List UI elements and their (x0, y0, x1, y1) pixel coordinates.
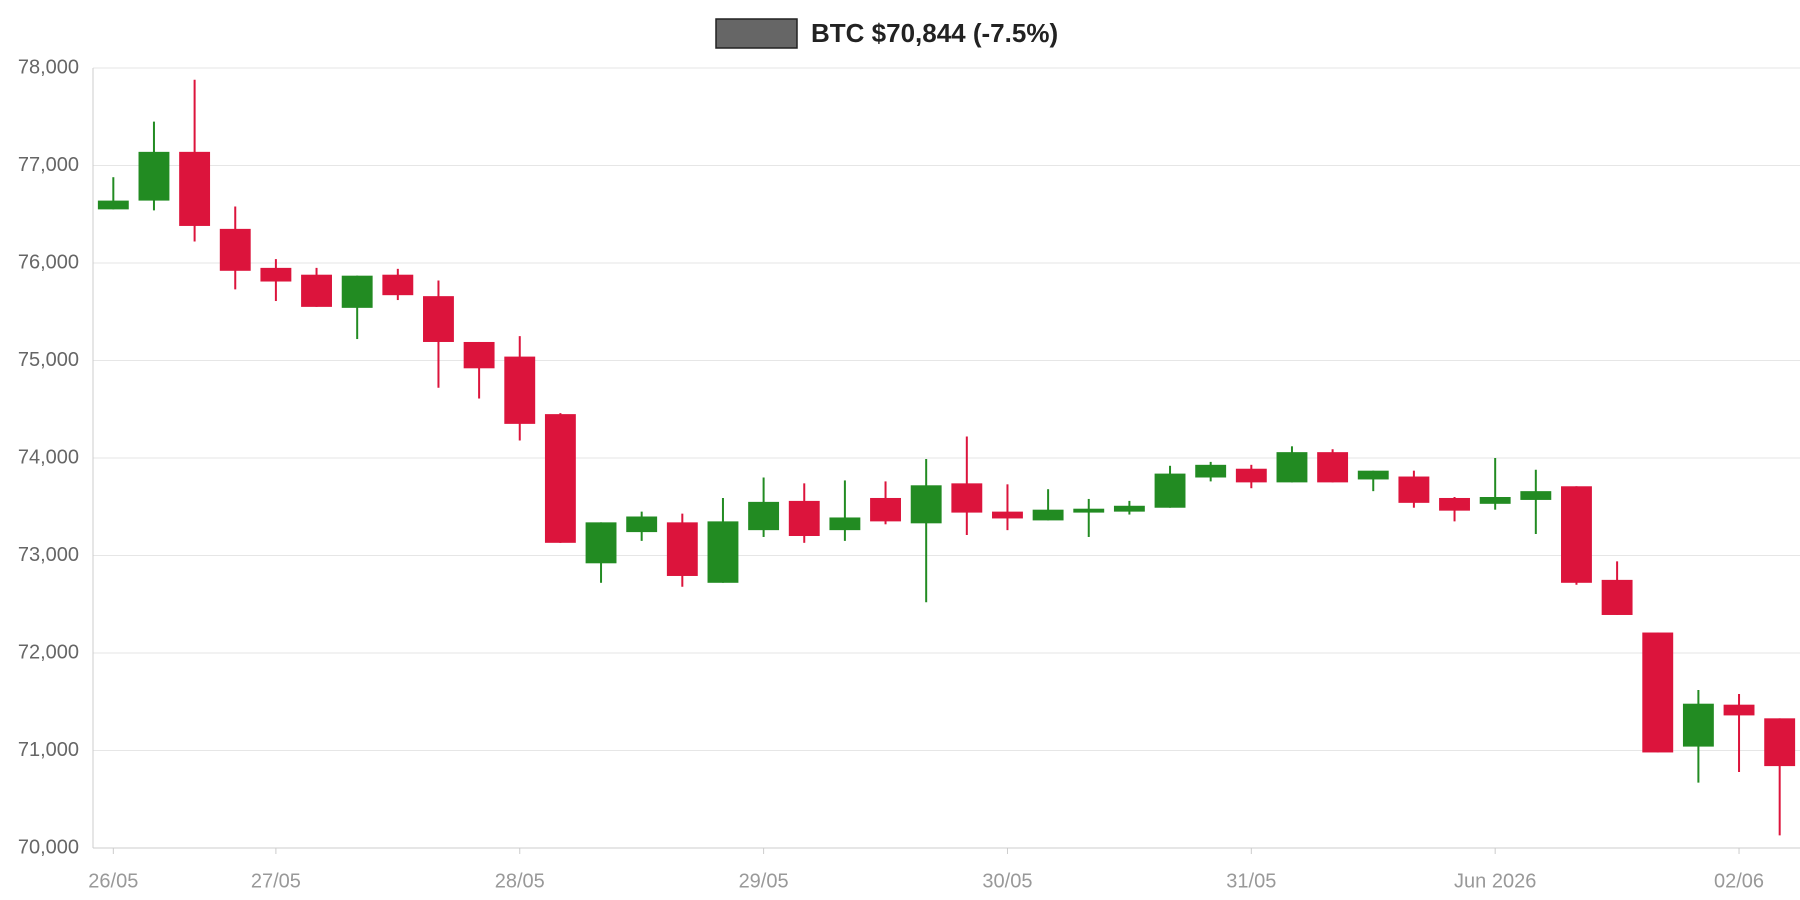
candle-body (301, 274, 332, 307)
y-tick-label: 73,000 (18, 544, 79, 566)
x-tick-label: 28/05 (495, 870, 545, 892)
y-tick-label: 72,000 (18, 641, 79, 663)
y-tick-label: 76,000 (18, 251, 79, 273)
legend-swatch (715, 18, 798, 49)
legend-label: BTC $70,844 (-7.5%) (811, 18, 1058, 48)
candle-body (870, 497, 901, 522)
x-tick-label: 27/05 (251, 870, 301, 892)
y-tick-label: 77,000 (18, 154, 79, 176)
candle-body (1764, 718, 1796, 767)
x-tick-label: 26/05 (88, 870, 138, 892)
candle-body (179, 151, 211, 226)
candle-body (382, 274, 414, 296)
x-tick-label: 02/06 (1714, 870, 1764, 892)
y-tick-label: 71,000 (18, 739, 79, 761)
y-tick-label: 74,000 (18, 446, 79, 468)
candle-body (1317, 452, 1349, 483)
candle-body (1154, 473, 1186, 508)
candle-body (666, 522, 698, 576)
candle-body (1561, 486, 1592, 583)
candle-body (1032, 509, 1064, 521)
candle-body (1398, 476, 1430, 503)
candle-body (707, 521, 739, 583)
candle-body (788, 500, 820, 536)
candle-body (1276, 452, 1308, 483)
candle-body (1682, 703, 1714, 747)
candle-body (138, 151, 170, 201)
x-tick-label: 29/05 (739, 870, 789, 892)
candle-body (504, 356, 536, 424)
candle-body (544, 414, 576, 543)
candle-body (1073, 508, 1105, 513)
candle-body (829, 517, 861, 531)
y-tick-label: 70,000 (18, 836, 79, 858)
candle-body (97, 200, 129, 210)
candle-body (1235, 468, 1267, 483)
y-tick-label: 78,000 (18, 56, 79, 78)
candle-body (585, 522, 617, 564)
x-tick-label: 31/05 (1226, 870, 1276, 892)
candle-body (1357, 470, 1389, 480)
candle-body (626, 516, 658, 533)
x-tick-label: Jun 2026 (1454, 870, 1536, 892)
candle-body (1723, 704, 1755, 716)
candle-body (951, 483, 983, 513)
candle-body (1113, 505, 1145, 512)
candle-body (260, 267, 292, 282)
candle-body (992, 511, 1023, 519)
y-tick-label: 75,000 (18, 349, 79, 371)
candle-body (463, 341, 495, 369)
candle-body (748, 501, 780, 531)
candle-body (1642, 632, 1674, 753)
candle-body (1195, 464, 1227, 478)
candle-body (219, 228, 251, 271)
candle-body (341, 275, 373, 308)
candle-body (1601, 579, 1633, 615)
candle-body (423, 296, 454, 342)
candle-body (1520, 491, 1552, 500)
candle-body (1479, 497, 1511, 504)
candle-body (1439, 497, 1470, 511)
x-tick-label: 30/05 (982, 870, 1032, 892)
candle-body (910, 485, 942, 524)
